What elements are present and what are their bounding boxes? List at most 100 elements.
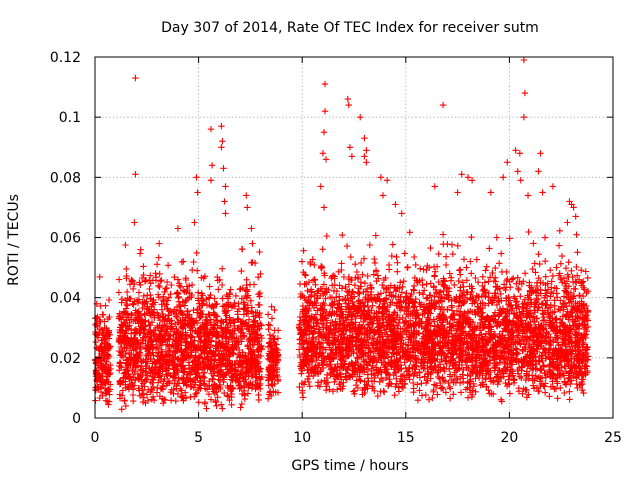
data-point	[230, 350, 237, 357]
data-point	[211, 295, 218, 302]
data-point	[190, 358, 197, 365]
data-point	[219, 295, 226, 302]
data-point	[98, 337, 105, 344]
data-point	[143, 305, 150, 313]
data-point	[181, 365, 188, 373]
data-point	[96, 394, 103, 402]
data-point	[96, 378, 104, 385]
data-point	[182, 275, 189, 282]
data-point	[257, 385, 264, 392]
data-point	[146, 285, 153, 293]
data-point	[137, 366, 144, 373]
data-point	[203, 338, 210, 345]
data-point	[184, 339, 191, 346]
data-point	[212, 333, 220, 340]
data-point	[193, 249, 200, 257]
data-point	[249, 341, 256, 348]
data-point	[99, 311, 106, 318]
data-point	[121, 397, 128, 404]
data-point	[210, 372, 217, 379]
data-point	[155, 254, 162, 261]
data-point	[103, 363, 110, 370]
data-point	[186, 282, 193, 289]
data-point	[156, 270, 163, 278]
data-point	[172, 397, 179, 405]
data-point	[123, 288, 131, 296]
data-point	[140, 263, 147, 270]
data-point	[128, 278, 136, 285]
data-point	[164, 262, 172, 269]
data-point	[167, 325, 174, 332]
data-point	[189, 266, 196, 274]
data-point	[242, 287, 249, 294]
data-point	[121, 336, 128, 344]
data-point	[105, 296, 113, 304]
data-point	[137, 246, 144, 253]
data-point	[243, 281, 250, 289]
data-point	[227, 286, 234, 293]
data-point	[168, 281, 175, 289]
data-point	[242, 376, 249, 383]
data-point	[158, 346, 165, 353]
data-point	[124, 310, 131, 317]
data-point	[173, 325, 180, 333]
data-point	[228, 334, 236, 341]
data-point	[192, 327, 200, 335]
data-point	[101, 324, 108, 332]
data-point	[144, 350, 152, 358]
data-point	[174, 276, 182, 283]
data-point	[214, 394, 221, 401]
data-point	[213, 300, 220, 308]
data-point	[167, 372, 174, 379]
data-point	[252, 377, 259, 385]
data-point	[163, 278, 171, 286]
data-point	[203, 345, 210, 352]
data-point	[226, 330, 233, 337]
data-point	[216, 377, 224, 384]
data-point	[142, 299, 150, 307]
data-point	[167, 290, 174, 298]
data-point	[206, 364, 214, 372]
data-point	[167, 326, 175, 333]
data-point	[205, 391, 213, 398]
data-point	[125, 314, 132, 321]
data-point	[196, 377, 204, 384]
data-point	[228, 390, 235, 398]
data-point	[255, 291, 262, 298]
data-point	[234, 308, 241, 315]
data-point	[251, 259, 259, 267]
data-point	[218, 401, 225, 408]
data-point	[98, 365, 105, 373]
data-point	[93, 330, 100, 338]
data-point	[163, 284, 170, 292]
data-point	[160, 378, 167, 385]
data-point	[177, 283, 184, 291]
data-point	[126, 319, 133, 327]
data-point	[161, 396, 169, 404]
data-point	[178, 393, 185, 400]
data-point	[104, 366, 111, 374]
data-point	[236, 385, 243, 392]
data-point	[139, 371, 146, 379]
data-point	[178, 258, 185, 266]
data-point	[193, 317, 200, 324]
data-point	[149, 310, 157, 318]
data-point	[256, 289, 264, 297]
data-point	[94, 334, 102, 341]
data-point	[188, 349, 195, 356]
data-point	[135, 310, 142, 317]
data-point	[235, 325, 242, 332]
data-point	[167, 397, 175, 404]
data-point	[257, 320, 264, 328]
data-point	[256, 325, 263, 332]
data-point	[178, 387, 185, 394]
data-point	[254, 354, 261, 361]
data-point	[255, 274, 262, 281]
data-point	[147, 280, 154, 287]
data-point	[204, 353, 211, 360]
data-point	[162, 341, 170, 349]
data-point	[105, 401, 112, 408]
data-point	[255, 337, 263, 345]
data-point	[104, 328, 111, 336]
